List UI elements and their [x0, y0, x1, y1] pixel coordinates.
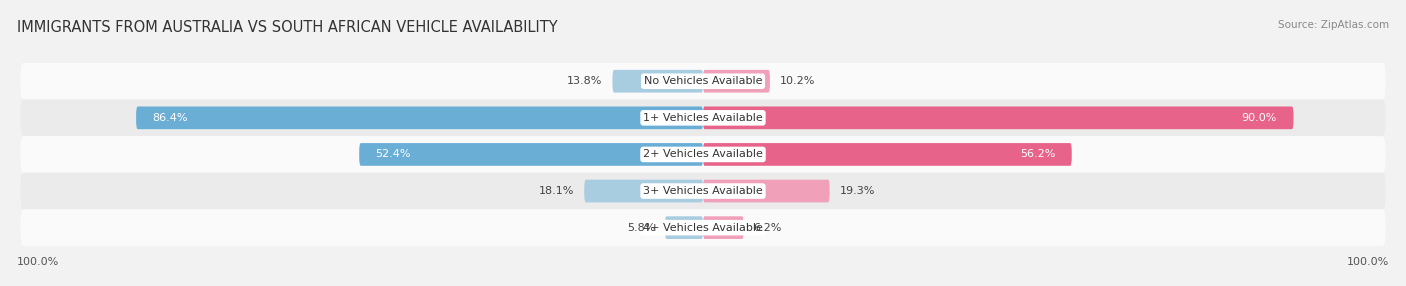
Text: 2+ Vehicles Available: 2+ Vehicles Available — [643, 150, 763, 159]
FancyBboxPatch shape — [703, 216, 744, 239]
Text: 56.2%: 56.2% — [1019, 150, 1056, 159]
FancyBboxPatch shape — [613, 70, 703, 93]
Text: IMMIGRANTS FROM AUSTRALIA VS SOUTH AFRICAN VEHICLE AVAILABILITY: IMMIGRANTS FROM AUSTRALIA VS SOUTH AFRIC… — [17, 20, 558, 35]
FancyBboxPatch shape — [703, 143, 1071, 166]
Text: 18.1%: 18.1% — [538, 186, 575, 196]
Text: 13.8%: 13.8% — [567, 76, 603, 86]
Text: No Vehicles Available: No Vehicles Available — [644, 76, 762, 86]
Text: Source: ZipAtlas.com: Source: ZipAtlas.com — [1278, 20, 1389, 30]
Text: 100.0%: 100.0% — [1347, 257, 1389, 267]
FancyBboxPatch shape — [21, 173, 1385, 209]
Text: 10.2%: 10.2% — [780, 76, 815, 86]
Text: 86.4%: 86.4% — [152, 113, 188, 123]
FancyBboxPatch shape — [585, 180, 703, 202]
Text: 90.0%: 90.0% — [1241, 113, 1277, 123]
FancyBboxPatch shape — [703, 180, 830, 202]
FancyBboxPatch shape — [359, 143, 703, 166]
FancyBboxPatch shape — [703, 70, 770, 93]
FancyBboxPatch shape — [703, 106, 1294, 129]
Text: 19.3%: 19.3% — [839, 186, 875, 196]
FancyBboxPatch shape — [21, 100, 1385, 136]
FancyBboxPatch shape — [21, 136, 1385, 173]
Text: 5.8%: 5.8% — [627, 223, 655, 233]
FancyBboxPatch shape — [21, 63, 1385, 100]
FancyBboxPatch shape — [136, 106, 703, 129]
Text: 100.0%: 100.0% — [17, 257, 59, 267]
Text: 6.2%: 6.2% — [754, 223, 782, 233]
FancyBboxPatch shape — [21, 209, 1385, 246]
Text: 4+ Vehicles Available: 4+ Vehicles Available — [643, 223, 763, 233]
Text: 3+ Vehicles Available: 3+ Vehicles Available — [643, 186, 763, 196]
Text: 1+ Vehicles Available: 1+ Vehicles Available — [643, 113, 763, 123]
FancyBboxPatch shape — [665, 216, 703, 239]
Text: 52.4%: 52.4% — [375, 150, 411, 159]
